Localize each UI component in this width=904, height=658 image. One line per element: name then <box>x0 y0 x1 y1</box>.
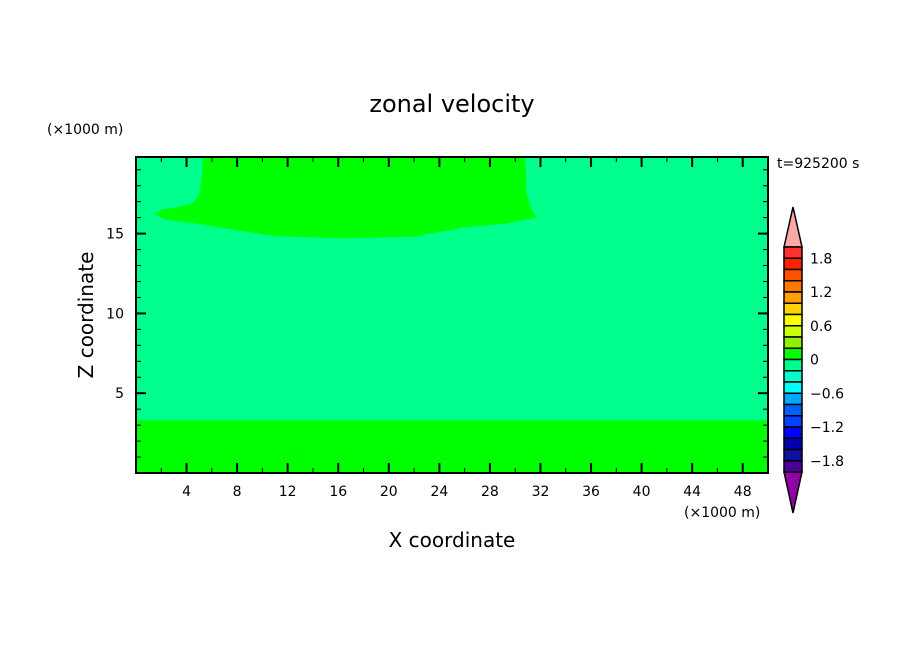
y-tick-label: 5 <box>115 386 124 402</box>
colorbar-box <box>783 460 803 473</box>
x-tick-label: 20 <box>380 484 398 500</box>
plot-area <box>135 156 769 474</box>
x-tick-label: 36 <box>582 484 600 500</box>
colorbar-box <box>783 336 803 349</box>
colorbar-box <box>783 325 803 338</box>
colorbar-box <box>783 313 803 327</box>
colorbar-box <box>783 381 803 394</box>
colorbar-box <box>783 268 803 282</box>
colorbar-tick-label: 1.2 <box>810 285 832 301</box>
colorbar-box <box>783 437 803 451</box>
colorbar-tick-label: −1.8 <box>810 454 844 470</box>
colorbar-under-triangle <box>783 471 803 514</box>
contour-region-0 <box>136 420 768 473</box>
x-unit-label: (×1000 m) <box>684 505 760 521</box>
colorbar-box <box>783 448 803 462</box>
x-tick-label: 32 <box>532 484 550 500</box>
y-unit-label: (×1000 m) <box>47 122 123 138</box>
colorbar-box <box>783 403 803 417</box>
y-axis-label: Z coordinate <box>74 252 98 379</box>
plot-frame <box>135 156 769 474</box>
x-tick-label: 12 <box>279 484 297 500</box>
time-label: t=925200 s <box>777 156 859 172</box>
colorbar-box <box>783 257 803 271</box>
colorbar-tick-label: −0.6 <box>810 386 844 402</box>
x-tick-label: 24 <box>430 484 448 500</box>
x-tick-label: 40 <box>633 484 651 500</box>
colorbar: 1.8 1.2 0.6 0 −0.6 −1.2 −1.8 <box>783 206 844 514</box>
colorbar-box <box>783 392 803 406</box>
x-tick-label: 4 <box>182 484 191 500</box>
colorbar-box <box>783 280 803 293</box>
colorbar-box <box>783 291 803 304</box>
x-tick-label: 44 <box>683 484 701 500</box>
colorbar-over-triangle <box>783 206 803 248</box>
colorbar-box <box>783 246 803 259</box>
colorbar-tick-label: 0 <box>810 353 819 369</box>
x-axis-label: X coordinate <box>389 528 516 552</box>
colorbar-box <box>783 358 803 372</box>
y-tick-label: 10 <box>106 306 124 322</box>
x-tick-label: 8 <box>233 484 242 500</box>
colorbar-box <box>783 415 803 428</box>
x-tick-label: 16 <box>329 484 347 500</box>
contour-region-1 <box>154 157 537 239</box>
colorbar-tick-label: 1.8 <box>810 251 832 267</box>
chart-title: zonal velocity <box>369 90 534 118</box>
colorbar-tick-label: −1.2 <box>810 420 844 436</box>
y-tick-label: 15 <box>106 227 124 243</box>
colorbar-box <box>783 302 803 316</box>
colorbar-box <box>783 426 803 439</box>
x-tick-label: 28 <box>481 484 499 500</box>
x-tick-label: 48 <box>734 484 752 500</box>
colorbar-box <box>783 370 803 383</box>
colorbar-tick-label: 0.6 <box>810 319 832 335</box>
colorbar-box <box>783 347 803 361</box>
